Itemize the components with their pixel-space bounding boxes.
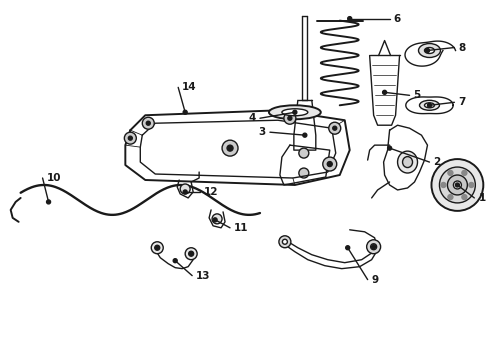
Ellipse shape (299, 148, 309, 158)
Text: 12: 12 (204, 187, 219, 197)
Circle shape (388, 146, 392, 150)
Text: 14: 14 (182, 82, 197, 93)
Circle shape (441, 183, 446, 188)
Circle shape (288, 116, 292, 120)
Ellipse shape (329, 122, 341, 134)
Ellipse shape (222, 140, 238, 156)
Circle shape (155, 245, 160, 250)
Circle shape (448, 170, 453, 175)
Ellipse shape (453, 181, 462, 189)
Ellipse shape (180, 184, 190, 194)
Ellipse shape (284, 112, 296, 124)
Ellipse shape (397, 151, 417, 173)
Ellipse shape (185, 248, 197, 260)
Text: 4: 4 (248, 113, 256, 123)
Text: 2: 2 (434, 157, 441, 167)
Ellipse shape (279, 236, 291, 248)
Circle shape (469, 183, 474, 188)
Circle shape (183, 190, 187, 194)
Circle shape (173, 259, 177, 263)
Circle shape (427, 103, 432, 107)
Ellipse shape (424, 103, 435, 108)
Ellipse shape (367, 240, 381, 254)
Text: 10: 10 (47, 173, 61, 183)
Ellipse shape (282, 239, 287, 244)
Ellipse shape (282, 109, 308, 116)
Circle shape (425, 49, 429, 53)
Circle shape (333, 126, 337, 130)
Ellipse shape (370, 244, 377, 250)
Ellipse shape (142, 117, 154, 129)
Circle shape (462, 170, 467, 175)
Text: 7: 7 (458, 97, 466, 107)
Text: 9: 9 (371, 275, 379, 285)
Circle shape (183, 110, 187, 114)
Circle shape (371, 245, 376, 249)
Circle shape (327, 162, 332, 167)
Circle shape (303, 133, 307, 137)
Ellipse shape (419, 100, 440, 110)
Ellipse shape (269, 105, 321, 119)
Circle shape (227, 145, 233, 151)
Ellipse shape (323, 157, 337, 171)
Ellipse shape (403, 157, 413, 167)
Text: 1: 1 (478, 193, 486, 203)
Text: 6: 6 (393, 14, 401, 24)
Circle shape (147, 121, 150, 125)
Circle shape (383, 90, 387, 94)
Circle shape (293, 110, 297, 114)
Circle shape (189, 251, 194, 256)
Ellipse shape (424, 48, 435, 54)
Circle shape (448, 194, 453, 199)
Text: 13: 13 (196, 271, 211, 281)
Circle shape (348, 17, 352, 21)
Text: 5: 5 (414, 90, 421, 100)
Ellipse shape (447, 175, 467, 195)
Circle shape (462, 194, 467, 199)
Text: 3: 3 (259, 127, 266, 137)
Ellipse shape (432, 159, 483, 211)
Ellipse shape (151, 242, 163, 254)
Circle shape (346, 246, 350, 250)
Circle shape (455, 183, 460, 187)
Text: 8: 8 (458, 42, 466, 53)
Ellipse shape (124, 132, 136, 144)
Circle shape (47, 200, 50, 204)
Circle shape (213, 218, 217, 222)
Circle shape (128, 136, 132, 140)
Ellipse shape (299, 168, 309, 178)
Ellipse shape (440, 167, 475, 203)
Ellipse shape (418, 44, 441, 58)
Text: 11: 11 (234, 223, 248, 233)
Ellipse shape (212, 214, 222, 224)
